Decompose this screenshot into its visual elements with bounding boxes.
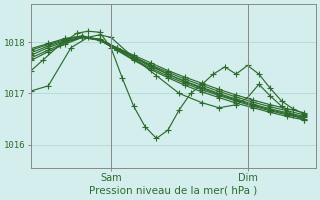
X-axis label: Pression niveau de la mer( hPa ): Pression niveau de la mer( hPa ) bbox=[89, 186, 258, 196]
